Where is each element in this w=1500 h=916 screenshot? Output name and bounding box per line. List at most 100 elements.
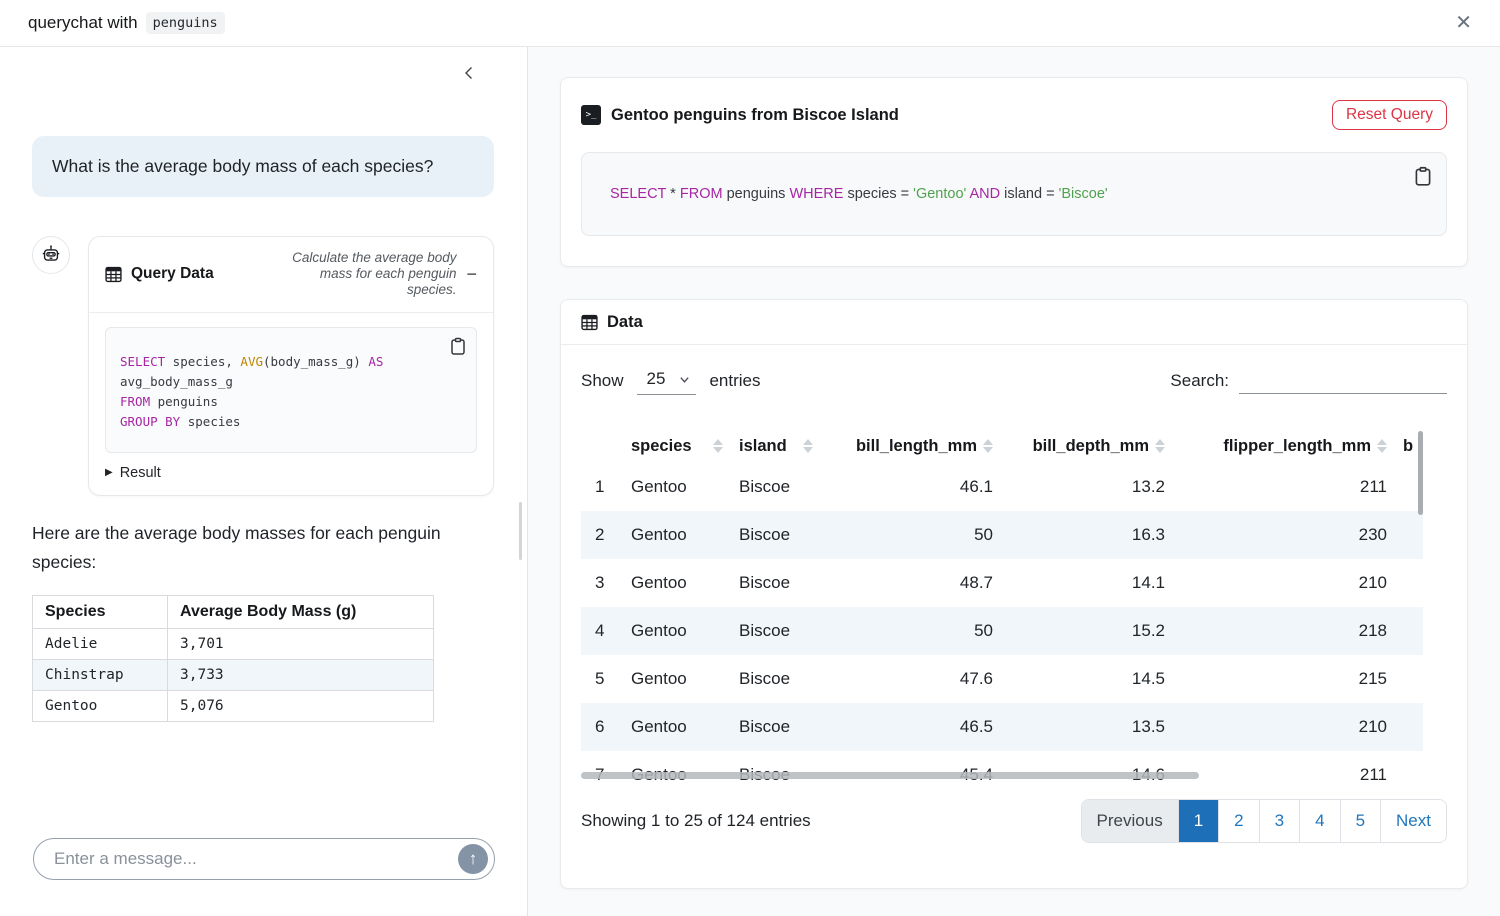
column-header [581,429,623,463]
table-cell: 6 [595,717,605,736]
message-input[interactable] [54,849,458,869]
page-size-select[interactable]: 25 [636,367,697,395]
sort-icon [1155,439,1165,453]
data-table-rows: 1 Gentoo Biscoe 46.1 13.2 211 2 Gentoo Biscoe 50 1… [581,463,1423,781]
pagination-page-5[interactable]: 5 [1339,800,1381,842]
table-cell: 15.2 [1131,621,1165,640]
result-table-row: Adelie 3,701 [32,627,434,660]
table-cell: 4 [595,621,605,640]
bot-avatar [32,236,70,274]
table-cell: 210 [1358,717,1387,736]
assistant-message: Here are the average body masses for eac… [32,522,441,572]
table-cell: 218 [1358,621,1387,640]
data-table-card: Data Show 25 entries Search: species isla… [560,299,1468,889]
pagination: Previous 1 2 3 4 5 Next [1080,799,1447,843]
copy-icon[interactable] [448,336,468,356]
pagination-page-2[interactable]: 2 [1218,800,1259,842]
table-cell: 16.3 [1131,525,1165,544]
arrow-up-icon: ↑ [468,849,478,868]
send-button[interactable]: ↑ [458,844,488,874]
table-row: 3 Gentoo Biscoe 48.7 14.1 210 [581,559,1423,607]
window-titlebar: querychat with penguins ✕ [0,0,1500,47]
robot-icon [40,244,62,266]
result-table-cell: Gentoo [32,689,168,722]
sort-icon [1377,439,1387,453]
table-cell [1395,559,1423,607]
table-cell: Biscoe [739,525,791,544]
result-table-cell: Chinstrap [32,658,168,691]
table-row: 5 Gentoo Biscoe 47.6 14.5 215 [581,655,1423,703]
sql-code-block: SELECT * FROM penguins WHERE species = '… [581,152,1447,236]
sql-code: SELECT species, AVG(body_mass_g) AS avg_b… [120,353,384,429]
table-cell: 13.2 [1131,477,1165,496]
table-cell: 13.5 [1131,717,1165,736]
user-message: What is the average body mass of each sp… [32,136,494,197]
column-label: b [1403,436,1414,455]
table-cell: 211 [1359,765,1387,781]
table-cell: Gentoo [631,477,687,496]
current-query-card: >_ Gentoo penguins from Biscoe Island Re… [560,77,1468,267]
table-cell: Biscoe [739,669,791,688]
result-table-cell: Adelie [32,627,168,660]
table-cell: 14.5 [1131,669,1165,688]
table-cell: 47.6 [959,669,993,688]
chat-scrollbar[interactable] [519,502,522,560]
tool-card-title: Query Data [131,265,214,283]
chat-sidebar: What is the average body mass of each sp… [0,47,528,916]
pagination-next[interactable]: Next [1380,800,1446,842]
table-cell: 1 [595,477,605,496]
table-cell: Gentoo [631,573,687,592]
tool-call-card: Query Data Calculate the average body ma… [88,236,494,496]
pagination-page-4[interactable]: 4 [1299,800,1340,842]
table-cell: Biscoe [739,621,791,640]
table-cell: Gentoo [631,525,687,544]
table-cell [1395,703,1423,751]
column-header-sortable[interactable]: bill_depth_mm [1001,429,1173,463]
column-label: island [739,436,787,455]
data-card-title: Data [607,313,643,331]
table-cell: Biscoe [739,477,791,496]
pagination-previous[interactable]: Previous [1081,800,1178,842]
table-cell: Gentoo [631,669,687,688]
table-cell: 2 [595,525,605,544]
pagination-page-3[interactable]: 3 [1258,800,1300,842]
table-cell: 50 [974,525,993,544]
collapse-sidebar-icon[interactable] [461,65,477,81]
search-input[interactable] [1239,368,1447,394]
table-cell: 230 [1358,525,1387,544]
chat-result-table: Species Average Body Mass (g) Adelie 3,701 C… [32,594,434,722]
table-cell [1395,607,1423,655]
horizontal-scrollbar[interactable] [581,772,1199,779]
table-cell: 14.1 [1131,573,1165,592]
close-icon[interactable]: ✕ [1455,12,1472,34]
tool-card-subtitle: Calculate the average body mass for each… [292,250,457,298]
sql-code-block: SELECT species, AVG(body_mass_g) AS avg_b… [105,326,477,453]
table-row: 4 Gentoo Biscoe 50 15.2 218 [581,607,1423,655]
main-panel: >_ Gentoo penguins from Biscoe Island Re… [528,47,1500,916]
column-header-sortable[interactable]: flipper_length_mm [1173,429,1395,463]
table-cell [1395,511,1423,559]
search-label: Search: [1170,371,1229,390]
column-label: species [631,436,692,455]
vertical-scrollbar[interactable] [1418,431,1423,515]
chevron-down-icon [679,374,690,385]
pagination-page-1[interactable]: 1 [1177,800,1219,842]
app-title-text: querychat with [28,13,138,32]
column-header-sortable[interactable]: island [731,429,821,463]
result-table-cell: 3,733 [167,658,434,691]
result-table-row: Chinstrap 3,733 [32,658,434,691]
column-header-sortable[interactable]: species [623,429,731,463]
page-size-value: 25 [646,369,666,388]
result-toggle[interactable]: ▶ Result [105,465,477,481]
table-cell: 46.5 [959,717,993,736]
sort-icon [713,439,723,453]
copy-icon[interactable] [1412,165,1432,186]
column-header-sortable[interactable]: bill_length_mm [821,429,1001,463]
table-cell: Gentoo [631,717,687,736]
table-cell: 215 [1358,669,1387,688]
table-cell: 5 [595,669,605,688]
collapse-card-button[interactable]: − [466,264,477,285]
reset-query-button[interactable]: Reset Query [1331,100,1447,130]
column-label: bill_length_mm [855,436,977,455]
entries-label: entries [709,371,761,390]
